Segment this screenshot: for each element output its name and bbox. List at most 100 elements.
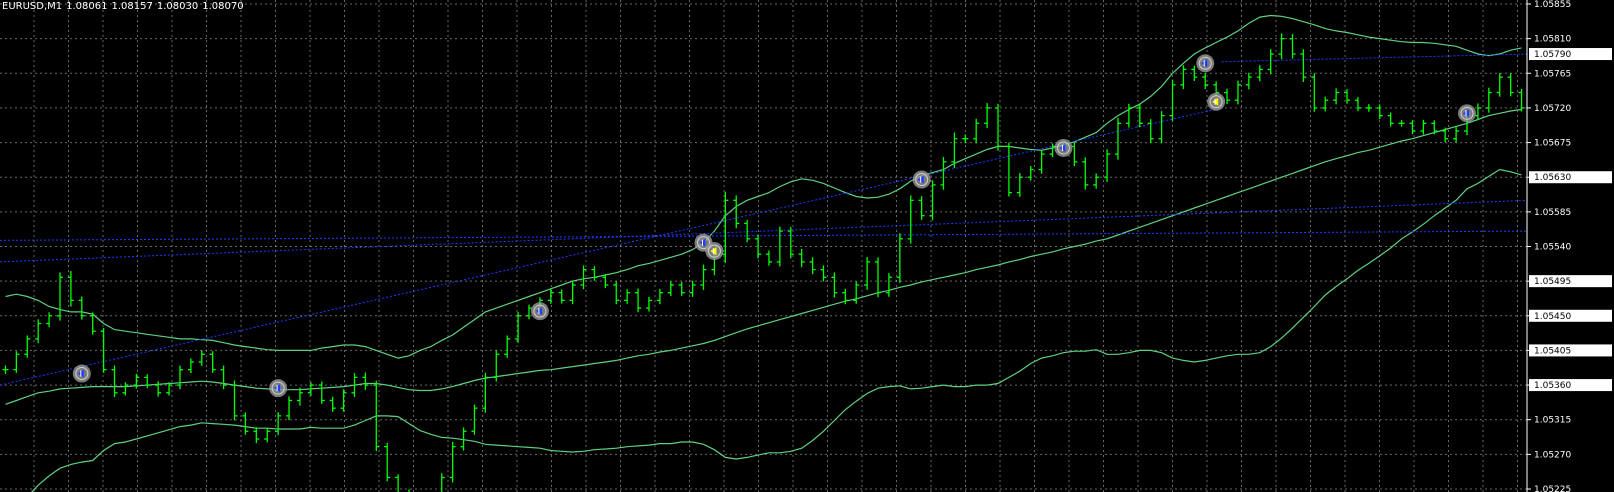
price-tag	[1529, 344, 1612, 357]
ohlc-bar	[209, 351, 216, 373]
close-price: 1.08070	[202, 1, 244, 12]
ohlc-bar	[689, 280, 696, 297]
ohlc-bar	[286, 396, 293, 421]
ohlc-bar	[395, 474, 399, 492]
ohlc-bar	[995, 103, 1002, 151]
trendline	[0, 199, 1528, 263]
ohlc-bar	[1278, 33, 1285, 60]
ohlc-bar	[1005, 142, 1012, 197]
signal-ring	[707, 244, 721, 258]
ohlc-bar	[340, 389, 347, 412]
ohlc-bar	[1311, 73, 1318, 112]
ohlc-bar	[787, 226, 794, 259]
ohlc-bar	[1485, 87, 1492, 113]
signal-ring	[1198, 56, 1212, 70]
price-tick-label: 1.05765	[1534, 69, 1571, 79]
ohlc-bar	[35, 319, 42, 344]
ohlc-bar	[929, 180, 936, 221]
ohlc-bar	[864, 257, 871, 290]
ohlc-bar	[1114, 117, 1121, 160]
ohlc-bar	[1387, 112, 1394, 127]
price-tick-label: 1.05270	[1534, 450, 1571, 460]
ohlc-bar	[558, 289, 565, 304]
ohlc-bar	[89, 312, 96, 335]
ohlc-bar	[1518, 89, 1525, 112]
ohlc-bar	[133, 373, 140, 389]
signal-ring	[271, 381, 285, 395]
ohlc-bar	[1234, 80, 1241, 105]
ohlc-bar	[1038, 149, 1045, 174]
trendline	[0, 230, 1528, 241]
ohlc-bar	[2, 365, 9, 374]
ohlc-bar	[885, 273, 892, 297]
ohlc-bar	[624, 289, 631, 304]
signal-ring	[1056, 141, 1070, 155]
ohlc-bar	[515, 311, 522, 343]
ohlc-bar	[198, 350, 205, 366]
ohlc-bar	[296, 387, 303, 406]
price-tick-label: 1.05855	[1534, 0, 1571, 10]
ohlc-bar	[1322, 96, 1329, 112]
price-scale[interactable]: 1.05855 1.05810 1.05765 1.05720 1.05675 1.056…	[1526, 0, 1614, 492]
ohlc-bar	[765, 250, 772, 266]
price-scale-background	[1527, 0, 1614, 492]
ohlc-bar	[1245, 72, 1252, 90]
ohlc-bar	[1354, 97, 1361, 112]
ohlc-bar	[242, 412, 249, 435]
ohlc-bar	[798, 249, 805, 268]
signal-marker	[269, 379, 288, 398]
ohlc-bar	[46, 312, 53, 327]
price-tick-label: 1.05225	[1534, 485, 1571, 492]
signal-marker	[705, 242, 724, 261]
chart-grid	[0, 0, 1527, 492]
signal-ring	[75, 367, 89, 381]
ohlc-bar	[1453, 127, 1460, 143]
ohlc-bar	[645, 296, 652, 312]
price-tag-label: 1.05630	[1534, 173, 1571, 183]
ohlc-bar	[1125, 103, 1132, 128]
ohlc-bar	[111, 365, 118, 397]
ohlc-bar	[875, 257, 882, 298]
ohlc-bar	[67, 271, 74, 307]
ohlc-bar	[1093, 173, 1100, 189]
ohlc-bar	[264, 427, 271, 443]
ohlc-bar	[820, 265, 827, 282]
ohlc-bar	[471, 404, 478, 435]
ohlc-bar	[504, 335, 511, 358]
ohlc-bar	[166, 382, 173, 396]
ohlc-bar	[591, 266, 598, 281]
ohlc-bar	[580, 265, 587, 290]
ohlc-bar	[918, 196, 925, 220]
ohlc-bar	[1104, 149, 1111, 183]
price-tick-label: 1.05585	[1534, 208, 1571, 218]
signal-marker	[1207, 92, 1226, 111]
ohlc-bar	[155, 381, 162, 397]
ohlc-bar	[1398, 119, 1405, 127]
ohlc-bar	[1147, 119, 1154, 143]
ohlc-bar	[373, 380, 380, 452]
price-tick-label: 1.05540	[1534, 243, 1571, 253]
ohlc-bar	[1158, 111, 1165, 144]
ohlc-bar	[122, 382, 129, 396]
ohlc-bar	[329, 396, 336, 412]
ohlc-bar	[853, 281, 860, 304]
bollinger-bands	[5, 14, 1522, 492]
ohlc-bar	[613, 281, 620, 305]
ohlc-bar	[144, 374, 151, 389]
price-tick-label: 1.05720	[1534, 104, 1571, 114]
ohlc-bar	[744, 219, 751, 243]
ohlc-bar	[1365, 104, 1372, 112]
ohlc-bar	[220, 365, 227, 390]
signal-ring	[1460, 106, 1474, 120]
ohlc-bar	[635, 288, 642, 313]
ohlc-bar	[56, 272, 63, 321]
ohlc-bar	[667, 281, 674, 297]
ohlc-bar	[1300, 49, 1307, 82]
ohlc-bar	[831, 272, 838, 298]
price-tag	[1529, 171, 1612, 184]
price-tick-label: 1.05810	[1534, 35, 1571, 45]
ohlc-bar	[776, 226, 783, 267]
ohlc-bar	[1016, 173, 1023, 197]
